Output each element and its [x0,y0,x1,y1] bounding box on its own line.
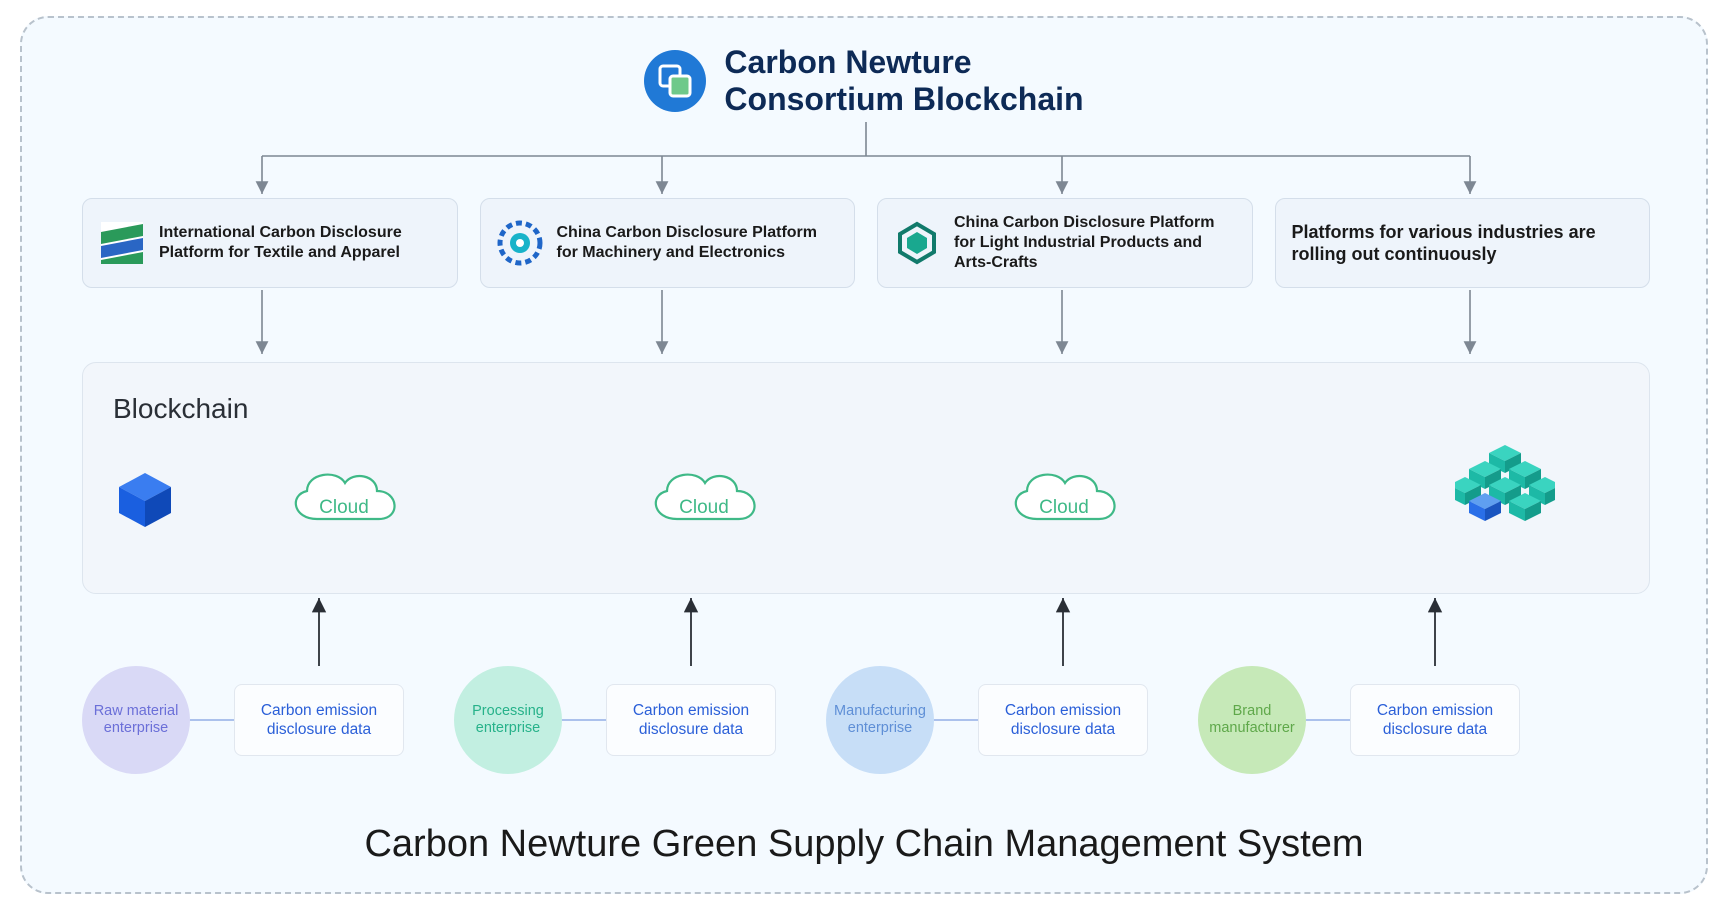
block-cluster-icon [1455,443,1555,533]
cloud-label: Cloud [999,497,1129,519]
cloud-node-1: Cloud [279,461,409,533]
platform-card-more: Platforms for various industries are rol… [1275,198,1651,288]
data-card: Carbon emission disclosure data [606,684,776,756]
platform-label: International Carbon Disclosure Platform… [159,223,441,263]
cloud-label: Cloud [279,497,409,519]
enterprise-bubble-manufacturing: Manufacturing enterprise [826,666,934,774]
platform-card-textile: International Carbon Disclosure Platform… [82,198,458,288]
cloud-label: Cloud [639,497,769,519]
header-title-line2: Consortium Blockchain [724,81,1083,118]
enterprise-label: Raw material enterprise [88,703,184,738]
data-card: Carbon emission disclosure data [234,684,404,756]
cloud-node-3: Cloud [999,461,1129,533]
diagram-frame: Carbon Newture Consortium Blockchain [20,16,1708,894]
data-card-label: Carbon emission disclosure data [245,701,393,740]
enterprise-row: Raw material enterprise Carbon emission … [82,666,1650,786]
blockchain-title: Blockchain [113,393,248,425]
enterprise-label: Brand manufacturer [1204,703,1300,738]
enterprise-label: Processing enterprise [460,703,556,738]
enterprise-bubble-processing: Processing enterprise [454,666,562,774]
block-cube-icon [113,467,177,531]
header-title-line1: Carbon Newture [724,44,1083,81]
footer-title: Carbon Newture Green Supply Chain Manage… [22,823,1706,866]
platforms-row: International Carbon Disclosure Platform… [82,198,1650,288]
data-card-label: Carbon emission disclosure data [989,701,1137,740]
platform-label: China Carbon Disclosure Platform for Lig… [954,213,1236,273]
enterprise-bubble-brand: Brand manufacturer [1198,666,1306,774]
platform-label: China Carbon Disclosure Platform for Mac… [557,223,839,263]
platform-card-light-industry: China Carbon Disclosure Platform for Lig… [877,198,1253,288]
consortium-logo-icon [644,50,706,112]
enterprise-label: Manufacturing enterprise [832,703,928,738]
machinery-icon [497,220,543,266]
cloud-node-2: Cloud [639,461,769,533]
header-title: Carbon Newture Consortium Blockchain [724,44,1083,118]
data-card-label: Carbon emission disclosure data [1361,701,1509,740]
textile-icon [99,220,145,266]
data-card: Carbon emission disclosure data [978,684,1148,756]
data-card: Carbon emission disclosure data [1350,684,1520,756]
platform-label: Platforms for various industries are rol… [1292,221,1634,266]
enterprise-bubble-raw-material: Raw material enterprise [82,666,190,774]
data-card-label: Carbon emission disclosure data [617,701,765,740]
header: Carbon Newture Consortium Blockchain [22,44,1706,118]
blockchain-box: Blockchain Cloud Cloud [82,362,1650,594]
light-industry-icon [894,220,940,266]
platform-card-machinery: China Carbon Disclosure Platform for Mac… [480,198,856,288]
